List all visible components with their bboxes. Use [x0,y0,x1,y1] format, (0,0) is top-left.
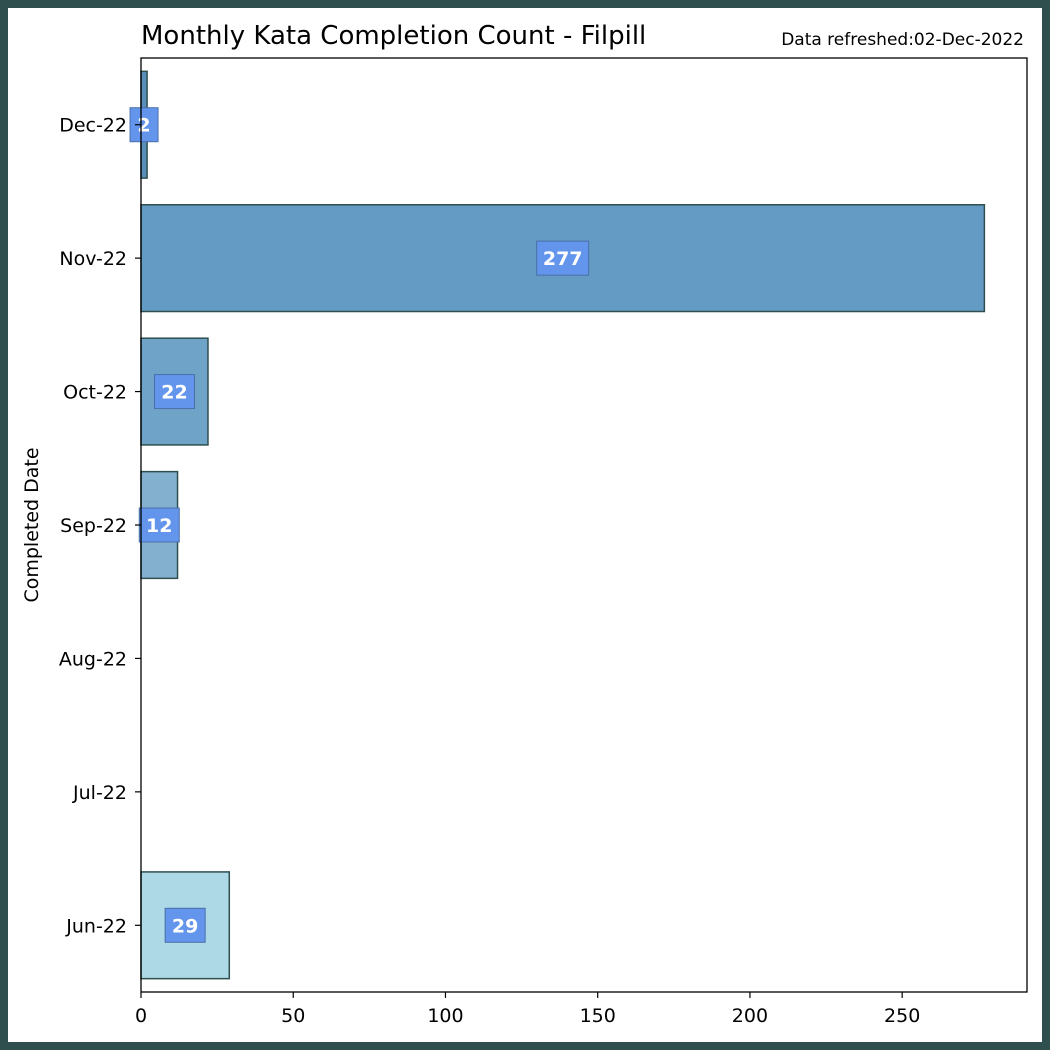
data-label-box-oct-22 [153,374,195,410]
y-tick-label: Nov-22 [59,248,127,270]
x-tick-label: 50 [281,1005,305,1027]
chart-title: Monthly Kata Completion Count - Filpill [141,21,646,51]
data-label-oct-22: 22 [161,382,187,404]
bar-chart: Monthly Kata Completion Count - Filpill … [21,21,1028,1027]
y-tick-label: Dec-22 [59,115,127,137]
x-tick-label: 0 [135,1005,147,1027]
data-label-box-dec-22 [129,107,159,143]
data-label-box-sep-22 [138,507,180,543]
data-label-nov-22: 277 [543,248,583,270]
data-label-dec-22: 2 [137,115,150,137]
y-axis-label: Completed Date [21,447,43,602]
bars-group [140,70,986,980]
data-label-box-nov-22 [536,240,590,276]
y-tick-label: Jul-22 [72,782,127,804]
data-refreshed-label: Data refreshed:02-Dec-2022 [781,30,1024,50]
x-axis: 0 50 100 150 200 250 [135,992,920,1027]
y-axis: Jun-22 Jul-22 Aug-22 Sep-22 Oct-22 Nov-22 Dec-… [59,115,141,937]
x-tick-label: 250 [884,1005,920,1027]
data-label-jun-22: 29 [172,915,198,937]
y-tick-label: Oct-22 [63,382,127,404]
y-tick-label: Aug-22 [59,648,127,670]
y-tick-label: Jun-22 [65,915,127,937]
y-tick-label: Sep-22 [60,515,127,537]
x-tick-label: 100 [427,1005,463,1027]
plot-area [140,57,1028,993]
data-label-sep-22: 12 [146,515,172,537]
data-labels-group: 29 12 22 277 2 [129,107,590,943]
x-tick-label: 150 [580,1005,616,1027]
x-tick-label: 200 [732,1005,768,1027]
data-label-box-jun-22 [164,907,206,943]
figure-frame: Monthly Kata Completion Count - Filpill … [8,8,1042,1042]
